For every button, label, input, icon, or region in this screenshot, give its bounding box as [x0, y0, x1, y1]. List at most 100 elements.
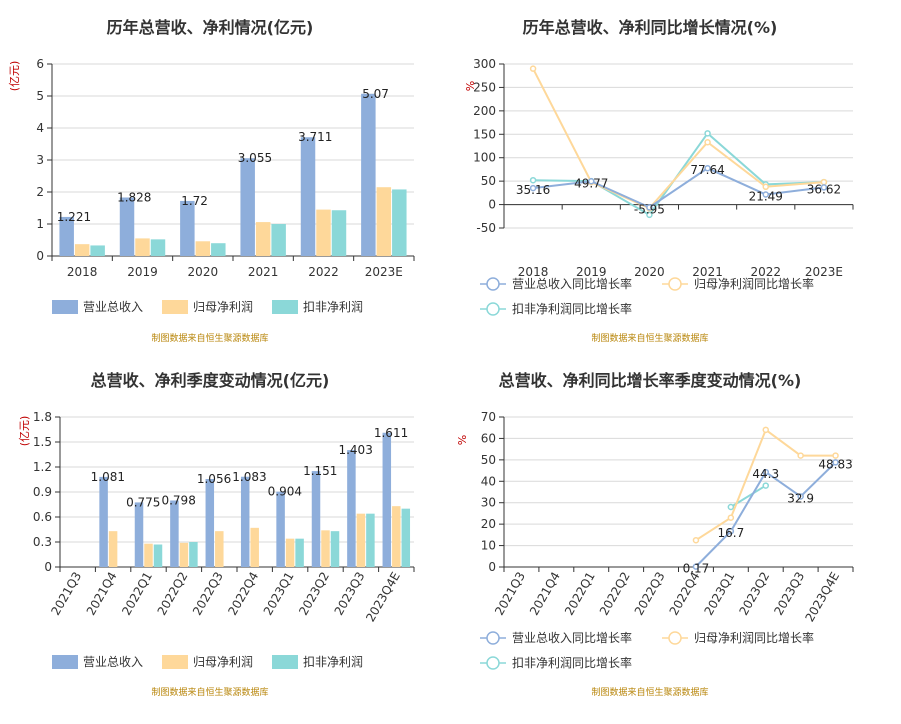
series-point-营业总收入同比增长率: [588, 178, 595, 185]
bar-data-label: 1.083: [232, 470, 266, 484]
x-tick-label: 2022Q1: [562, 570, 598, 618]
y-tick-label: 30: [481, 496, 496, 510]
y-tick-label: 200: [473, 104, 496, 118]
y-unit-label: (亿元): [8, 61, 21, 92]
y-tick-label: 60: [481, 431, 496, 445]
source-note: 制图数据来自恒生聚源数据库: [591, 332, 708, 344]
series-point-扣非净利润同比增长率: [762, 482, 769, 489]
legend-swatch: [272, 655, 298, 669]
chart-panel-4: 总营收、净利同比增长率季度变动情况(%)% 0 10 20 30 40 50 60 70 2021…: [456, 371, 854, 698]
legend-label: 营业总收入: [83, 655, 143, 669]
series-point-归母净利润同比增长率: [762, 426, 769, 434]
y-unit-label: %: [456, 435, 469, 445]
bar-营业总收入: [99, 476, 108, 567]
bar-归母净利润: [195, 241, 211, 256]
bar-data-label: 1.72: [181, 194, 208, 208]
bar-归母净利润: [285, 538, 295, 567]
y-tick-label: 4: [36, 121, 44, 135]
series-point-归母净利润同比增长率: [704, 139, 711, 146]
bar-扣非净利润: [392, 189, 407, 256]
bar-data-label: 1.828: [117, 191, 151, 205]
bar-营业总收入: [180, 200, 195, 256]
legend-marker: [668, 277, 682, 291]
bar-归母净利润: [135, 238, 150, 256]
x-tick-label: 2022Q1: [119, 570, 155, 618]
legend-label: 营业总收入同比增长率: [512, 276, 632, 291]
chart-panel-1: 历年总营收、净利情况(亿元) (亿元) 0 1 2 3 4 5 6 2018 2019 2020 202…: [8, 18, 415, 344]
x-tick-label: 2019: [576, 265, 607, 279]
bar-data-label: 1.221: [57, 210, 91, 224]
y-unit-label: (亿元): [18, 416, 31, 447]
y-tick-label: 6: [36, 57, 44, 71]
series-point-营业总收入同比增长率: [762, 468, 769, 476]
bar-归母净利润: [356, 513, 366, 567]
bar-data-label: 0.798: [161, 494, 195, 508]
line-data-label: 16.7: [717, 526, 744, 540]
y-tick-label: 3: [36, 153, 44, 167]
chart-title: 总营收、净利季度变动情况(亿元): [91, 371, 330, 390]
line-data-label: 77.64: [690, 163, 724, 177]
bar-扣非净利润: [150, 239, 166, 256]
legend-label: 扣非净利润同比增长率: [512, 655, 632, 670]
legend-label: 扣非净利润: [303, 300, 363, 314]
x-tick-label: 2023Q3: [332, 570, 368, 618]
x-tick-label: 2022Q4: [225, 570, 261, 618]
bar-营业总收入: [134, 502, 144, 567]
bar-营业总收入: [170, 500, 179, 567]
bar-归母净利润: [179, 542, 189, 567]
bar-扣非净利润: [330, 531, 340, 567]
series-point-扣非净利润同比增长率: [704, 130, 711, 137]
x-tick-label: 2023E: [805, 265, 843, 279]
bar-营业总收入: [300, 137, 316, 256]
y-tick-label: 1.8: [33, 410, 52, 424]
line-data-label: 32.9: [787, 492, 814, 506]
legend-marker: [486, 656, 500, 670]
y-tick-label: 1.5: [33, 435, 52, 449]
series-point-归母净利润同比增长率: [762, 183, 769, 191]
bar-营业总收入: [240, 476, 250, 567]
bar-data-label: 1.151: [303, 464, 337, 478]
y-tick-label: 10: [481, 539, 496, 553]
series-point-营业总收入同比增长率: [797, 493, 804, 500]
legend: 营业总收入 归母净利润 扣非净利润: [52, 655, 363, 669]
series-point-营业总收入同比增长率: [646, 204, 653, 211]
x-tick-label: 2023Q2: [296, 570, 332, 618]
line-data-label: 35.16: [516, 183, 550, 197]
bar-营业总收入: [311, 471, 321, 567]
y-unit-label: %: [464, 81, 477, 91]
chart-title: 历年总营收、净利情况(亿元): [107, 18, 314, 37]
legend-label: 营业总收入同比增长率: [512, 630, 632, 645]
x-tick-label: 2021Q4: [84, 570, 120, 618]
bar-归母净利润: [321, 530, 330, 567]
bar-营业总收入: [382, 432, 392, 567]
legend-swatch: [52, 300, 78, 314]
bar-归母净利润: [255, 222, 271, 256]
legend-marker: [486, 277, 500, 291]
bar-归母净利润: [144, 543, 153, 567]
series-point-归母净利润同比增长率: [529, 65, 537, 72]
bar-营业总收入: [119, 197, 135, 256]
line-data-label: 44.3: [752, 467, 779, 481]
bar-扣非净利润: [271, 224, 286, 256]
chart-panel-2: 历年总营收、净利同比增长情况(%)% -50 0 50 100 150 200 250 300 2…: [464, 18, 854, 344]
series-point-营业总收入同比增长率: [762, 191, 769, 198]
y-tick-label: 1.2: [33, 460, 52, 474]
x-tick-label: 2021Q4: [527, 570, 563, 618]
chart-panel-3: 总营收、净利季度变动情况(亿元) (亿元) 0 0.3 0.6 0.9 1.2 1.5 1.8 2…: [18, 371, 415, 698]
x-tick-label: 2022Q4: [667, 570, 703, 618]
bar-营业总收入: [205, 479, 215, 567]
source-note: 制图数据来自恒生聚源数据库: [591, 686, 708, 698]
series-point-扣非净利润同比增长率: [646, 211, 653, 219]
series-line-归母净利润同比增长率: [532, 68, 824, 210]
x-tick-label: 2022Q2: [155, 570, 191, 618]
bar-归母净利润: [74, 244, 90, 256]
bar-营业总收入: [59, 216, 74, 256]
x-tick-label: 2020: [634, 265, 665, 279]
series-point-归母净利润同比增长率: [727, 514, 735, 521]
y-tick-label: 50: [481, 174, 496, 188]
bar-归母净利润: [316, 209, 331, 256]
chart-title: 历年总营收、净利同比增长情况(%): [523, 18, 778, 37]
y-tick-label: 5: [36, 89, 44, 103]
legend-marker: [486, 302, 500, 316]
